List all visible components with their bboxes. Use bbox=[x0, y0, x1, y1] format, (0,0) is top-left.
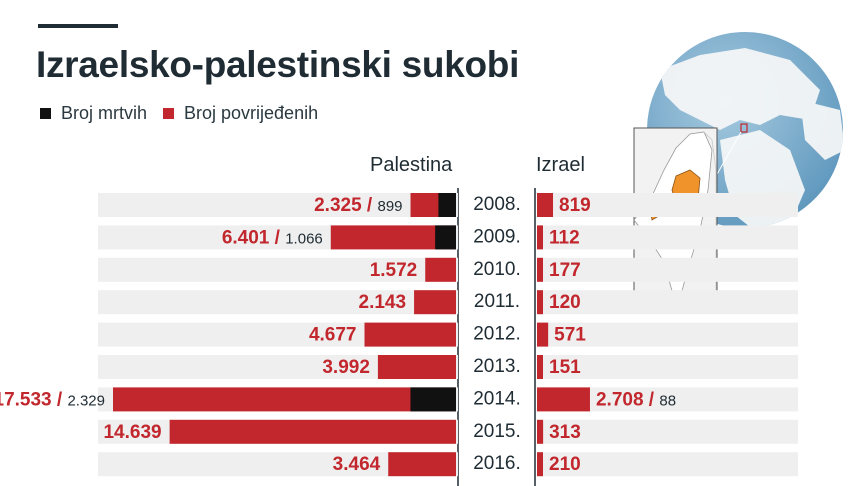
bar-israel-injured bbox=[537, 257, 543, 282]
label-palestine-injured: 6.401 / bbox=[222, 227, 285, 248]
bar-palestine-injured bbox=[388, 452, 456, 477]
legend-label-injured: Broj povrijeđenih bbox=[184, 103, 319, 123]
label-israel-injured: 120 bbox=[549, 292, 581, 313]
bar-israel-injured bbox=[537, 452, 543, 477]
bar-israel-injured bbox=[537, 193, 554, 217]
label-israel-injured: 819 bbox=[559, 195, 591, 216]
bar-israel-injured bbox=[537, 322, 549, 347]
label-israel: 177 bbox=[549, 260, 581, 281]
legend-item-injured: Broj povrijeđenih bbox=[163, 103, 318, 124]
label-palestine: 4.677 bbox=[309, 325, 357, 346]
row-background-right bbox=[537, 322, 798, 347]
bar-palestine-injured bbox=[364, 322, 456, 347]
row-background-left bbox=[98, 193, 458, 217]
locator-highlight bbox=[740, 123, 748, 133]
label-israel: 112 bbox=[549, 227, 580, 248]
label-israel-injured: 2.708 / bbox=[596, 389, 659, 410]
row-background-right bbox=[537, 355, 798, 379]
bar-palestine-injured bbox=[377, 355, 456, 379]
row-background-right bbox=[537, 257, 798, 282]
label-palestine-injured: 3.992 bbox=[322, 357, 370, 378]
label-israel: 210 bbox=[549, 454, 581, 475]
label-palestine-dead: 2.329 bbox=[67, 392, 105, 409]
row-background-right bbox=[537, 193, 798, 217]
bar-palestine-injured bbox=[330, 225, 456, 250]
bar-israel-injured bbox=[537, 387, 590, 412]
year-label: 2013. bbox=[473, 356, 521, 377]
label-palestine: 2.143 bbox=[359, 292, 407, 313]
label-palestine: 2.325 / 899 bbox=[314, 195, 402, 216]
year-label: 2014. bbox=[473, 388, 521, 409]
label-israel-injured: 151 bbox=[549, 357, 581, 378]
legend-swatch-injured bbox=[163, 108, 175, 119]
label-israel-injured: 571 bbox=[554, 325, 586, 346]
label-palestine: 1.572 bbox=[370, 260, 418, 281]
label-palestine: 17.533 / 2.329 bbox=[0, 389, 105, 410]
label-palestine: 3.992 bbox=[322, 357, 370, 378]
label-israel: 819 bbox=[559, 195, 591, 216]
year-label: 2008. bbox=[473, 194, 521, 215]
label-israel: 313 bbox=[549, 422, 581, 443]
legend-label-dead: Broj mrtvih bbox=[61, 103, 148, 123]
legend-swatch-dead bbox=[40, 108, 51, 119]
year-label: 2011. bbox=[474, 291, 520, 312]
label-palestine-injured: 2.143 bbox=[359, 292, 407, 313]
label-palestine: 3.464 bbox=[333, 454, 381, 475]
bar-israel-injured bbox=[537, 419, 544, 444]
label-palestine: 14.639 bbox=[103, 422, 161, 443]
row-background-right bbox=[537, 419, 798, 444]
column-header-palestine: Palestina bbox=[370, 154, 453, 176]
bar-palestine-injured bbox=[425, 257, 456, 282]
label-israel: 151 bbox=[549, 357, 581, 378]
label-palestine-injured: 3.464 bbox=[333, 454, 381, 475]
year-label: 2016. bbox=[473, 453, 521, 474]
row-background-right bbox=[537, 452, 798, 477]
label-israel-dead: 88 bbox=[659, 392, 676, 409]
label-israel: 571 bbox=[554, 325, 586, 346]
label-israel-injured: 210 bbox=[549, 454, 581, 475]
bar-palestine-injured bbox=[414, 290, 456, 315]
title-accent-rule bbox=[38, 24, 118, 28]
label-palestine-dead: 899 bbox=[377, 198, 402, 215]
year-label: 2015. bbox=[473, 421, 521, 442]
label-palestine-injured: 17.533 / bbox=[0, 389, 67, 410]
row-background-right bbox=[537, 290, 798, 315]
label-israel-injured: 112 bbox=[549, 227, 580, 248]
label-israel-injured: 313 bbox=[549, 422, 581, 443]
bar-palestine-injured bbox=[113, 387, 456, 412]
label-palestine-injured: 4.677 bbox=[309, 325, 357, 346]
year-label: 2009. bbox=[473, 226, 521, 247]
row-background-left bbox=[98, 290, 458, 315]
legend: Broj mrtvih Broj povrijeđenih bbox=[40, 103, 334, 124]
label-palestine-injured: 2.325 / bbox=[314, 195, 377, 216]
label-palestine-injured: 14.639 bbox=[103, 422, 161, 443]
bar-palestine-injured bbox=[169, 419, 456, 444]
label-palestine-dead: 1.066 bbox=[285, 230, 323, 247]
bar-palestine-dead bbox=[435, 225, 456, 250]
label-palestine-injured: 1.572 bbox=[370, 260, 418, 281]
bar-israel-injured bbox=[537, 355, 543, 379]
page-title: Izraelsko-palestinski sukobi bbox=[36, 44, 520, 85]
bar-palestine-dead bbox=[410, 387, 456, 412]
label-palestine: 6.401 / 1.066 bbox=[222, 227, 323, 248]
label-israel-injured: 177 bbox=[549, 260, 581, 281]
column-header-israel: Izrael bbox=[536, 154, 585, 176]
label-israel: 2.708 / 88 bbox=[596, 389, 676, 410]
year-label: 2010. bbox=[473, 259, 521, 280]
year-label: 2012. bbox=[473, 324, 521, 345]
label-israel: 120 bbox=[549, 292, 581, 313]
bar-israel-injured bbox=[537, 290, 543, 315]
row-background-right bbox=[537, 225, 798, 250]
bar-israel-injured bbox=[537, 225, 543, 250]
row-background-left bbox=[98, 257, 458, 282]
legend-item-dead: Broj mrtvih bbox=[40, 103, 147, 124]
bar-palestine-dead bbox=[438, 193, 456, 217]
